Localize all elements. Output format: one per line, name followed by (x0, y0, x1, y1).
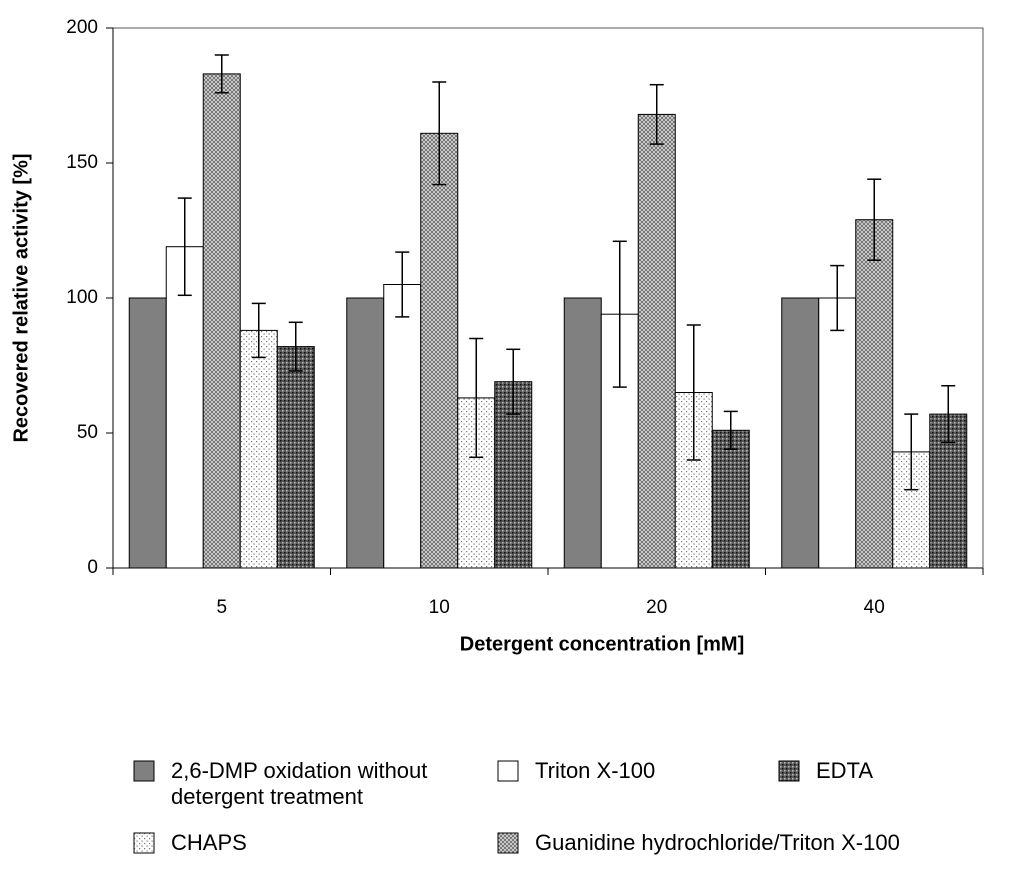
legend-swatch (497, 760, 519, 782)
x-axis-title: Detergent concentration [mM] (460, 633, 744, 655)
legend-label: Guanidine hydrochloride/Triton X-100 (535, 830, 900, 855)
y-tick-label: 0 (87, 557, 98, 578)
y-tick-label: 100 (66, 287, 98, 308)
legend-swatch (133, 832, 155, 854)
legend-item: Triton X-100 (497, 758, 747, 784)
x-tick-label: 10 (429, 597, 450, 618)
error-bar (288, 321, 303, 372)
error-bar (686, 324, 701, 461)
error-bar (830, 264, 845, 332)
x-tick-label: 5 (216, 597, 227, 618)
bar (781, 297, 820, 569)
error-bar (214, 54, 229, 94)
legend-label: CHAPS (171, 830, 247, 855)
legend-swatch (497, 832, 519, 854)
error-bar (723, 410, 738, 450)
error-bar (177, 197, 192, 297)
legend-swatch (133, 760, 155, 782)
bar (128, 297, 167, 569)
bar (383, 284, 422, 569)
bar (818, 297, 857, 569)
error-bar (506, 348, 521, 415)
chart: Detergent concentration [mM] Recovered r… (10, 17, 984, 655)
bar (855, 219, 894, 569)
error-bar (251, 302, 266, 359)
bar (346, 297, 385, 569)
error-bar (904, 413, 919, 491)
error-bar (469, 337, 484, 459)
bar (239, 329, 278, 569)
legend-item: CHAPS (133, 830, 433, 856)
error-bar (867, 178, 882, 261)
error-bar (941, 385, 956, 444)
error-bar (395, 251, 410, 318)
x-tick-label: 40 (864, 597, 885, 618)
y-tick-label: 150 (66, 152, 98, 173)
error-bar (612, 240, 627, 388)
error-bar (432, 81, 447, 186)
y-axis-title: Recovered relative activity [%] (10, 153, 32, 442)
bar (420, 132, 459, 569)
legend-swatch (778, 760, 800, 782)
bar (711, 429, 750, 569)
error-bar (649, 83, 664, 145)
y-tick-label: 50 (77, 422, 98, 443)
bar (202, 73, 241, 569)
legend-label: Triton X-100 (535, 758, 656, 783)
legend-item: 2,6-DMP oxidation without detergent trea… (133, 758, 463, 810)
bar (165, 246, 204, 569)
legend-item: Guanidine hydrochloride/Triton X-100 (497, 830, 1035, 856)
legend-label: 2,6-DMP oxidation without detergent trea… (171, 758, 428, 809)
legend-item: EDTA (778, 758, 978, 784)
legend-label: EDTA (816, 758, 874, 783)
bar (276, 346, 315, 569)
bar (637, 113, 676, 569)
bar (563, 297, 602, 569)
x-tick-label: 20 (646, 597, 667, 618)
y-tick-label: 200 (66, 17, 98, 38)
